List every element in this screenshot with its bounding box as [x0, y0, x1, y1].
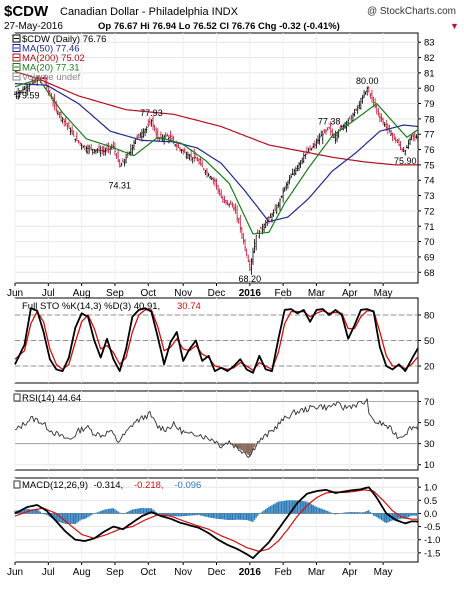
legend-entry: MA(200) 75.02: [22, 53, 85, 64]
x-tick-label: Sep: [106, 288, 124, 299]
macd-signal-line: [14, 489, 418, 553]
y-tick-label: 78: [424, 114, 435, 125]
legend-entry: Full STO %K(14,3) %D(3) 40.91,: [22, 301, 160, 312]
symbol-label: $CDW: [4, 3, 49, 20]
y-tick-label: 1.0: [424, 483, 437, 494]
stockcharts-watermark: @ StockCharts.com: [367, 6, 456, 17]
x-tick-label: May: [374, 567, 393, 578]
y-tick-label: -1.5: [424, 548, 440, 559]
legend-entry: 30.74: [177, 301, 201, 312]
ma20-line: [14, 78, 419, 235]
rsi-panel: 10 30 50 70 RSI(14) 44.64: [13, 390, 435, 471]
x-tick-label: Apr: [342, 567, 358, 578]
ma200-line: [14, 70, 418, 166]
x-tick-label: 2016: [239, 288, 262, 299]
legend-entry: MA(20) 77.31: [22, 63, 80, 74]
y-tick-label: 82: [424, 53, 435, 64]
x-tick-label: Apr: [342, 288, 358, 299]
x-tick-label: Mar: [308, 567, 326, 578]
x-tick-label: Nov: [174, 288, 192, 299]
legend-entry: RSI(14) 44.64: [22, 393, 81, 404]
y-tick-label: -1.0: [424, 535, 440, 546]
x-tick-label: Oct: [140, 567, 156, 578]
legend-entry: -0.218,: [134, 480, 164, 491]
y-tick-label: 75: [424, 160, 435, 171]
x-tick-label: Dec: [208, 567, 226, 578]
legend-entry: -0.314,: [94, 480, 124, 491]
legend-entry: MA(50) 77.46: [22, 44, 80, 55]
price-annotation: 79.59: [17, 91, 40, 101]
macd-panel: -1.5 -1.0 -0.5 0.0 0.5 1.0 MACD(12,26,9) -0.314…: [7, 477, 440, 578]
ohlc-readout: Op 76.67 Hi 76.94 Lo 76.52 Cl 76.76 Chg …: [98, 21, 340, 32]
price-annotation: 75.90: [394, 156, 417, 166]
y-tick-label: 71: [424, 222, 435, 233]
macd-legend-swatch: [13, 480, 21, 489]
y-tick-label: 10: [424, 460, 435, 471]
sto-d-line: [14, 309, 419, 371]
y-tick-label: 80: [424, 311, 435, 322]
stochastic-panel: 20 50 80 Full STO %K(14,3) %D(3) 40.91, 30.7…: [14, 297, 435, 384]
chart-date: 27-May-2016: [4, 21, 63, 32]
ma50-line: [14, 83, 419, 223]
y-tick-label: 72: [424, 206, 435, 217]
y-tick-label: 77: [424, 130, 435, 141]
y-tick-label: 80: [424, 84, 435, 95]
x-tick-label: Mar: [308, 288, 326, 299]
price-annotation: 80.00: [356, 76, 379, 86]
rsi-legend-swatch: [13, 393, 21, 402]
y-tick-label: 79: [424, 99, 435, 110]
y-tick-label: 68: [424, 268, 435, 279]
x-tick-label: Dec: [208, 288, 226, 299]
y-tick-label: 69: [424, 252, 435, 263]
x-tick-label: Feb: [275, 288, 293, 299]
legend-entry: Volume undef: [22, 72, 80, 83]
security-name: Canadian Dollar - Philadelphia INDX: [60, 6, 239, 18]
y-tick-label: 30: [424, 439, 435, 450]
y-tick-label: 70: [424, 237, 435, 248]
price-annotation: 77.93: [140, 108, 163, 118]
x-tick-label: Sep: [106, 567, 124, 578]
price-annotation: 68.20: [239, 274, 262, 284]
y-tick-label: 81: [424, 68, 435, 79]
x-tick-label: Nov: [174, 567, 192, 578]
price-annotation: 74.31: [108, 180, 131, 190]
y-tick-label: 20: [424, 362, 435, 373]
macd-line: [14, 486, 419, 559]
x-tick-label: Aug: [73, 567, 91, 578]
x-tick-label: Jun: [7, 567, 23, 578]
y-tick-label: 76: [424, 145, 435, 156]
x-tick-label: Oct: [140, 288, 156, 299]
legend-entry: -0.096: [174, 480, 201, 491]
y-tick-label: 83: [424, 38, 435, 49]
price-panel: 68 69 70 71 72 73 74 75 76 77 78 79 80 81 82 83 79.59 77.…: [7, 32, 435, 299]
x-tick-label: 2016: [239, 567, 262, 578]
change-down-arrow-icon: ▼: [450, 21, 459, 31]
sto-k-line: [14, 307, 419, 374]
x-tick-label: Feb: [275, 567, 293, 578]
rsi-line: [14, 398, 419, 458]
x-tick-label: Jun: [7, 288, 23, 299]
y-tick-label: 74: [424, 176, 435, 187]
y-tick-label: 73: [424, 191, 435, 202]
price-annotation: 77.38: [318, 116, 341, 126]
y-tick-label: 50: [424, 418, 435, 429]
x-tick-label: Jul: [42, 567, 55, 578]
x-tick-label: Jul: [42, 288, 55, 299]
y-tick-label: 50: [424, 336, 435, 347]
y-tick-label: 0.5: [424, 496, 437, 507]
x-tick-label: Aug: [73, 288, 91, 299]
legend-entry: $CDW (Daily) 76.76: [22, 34, 106, 45]
legend-entry: MACD(12,26,9): [22, 480, 88, 491]
y-tick-label: 0.0: [424, 509, 437, 520]
x-tick-label: May: [374, 288, 393, 299]
y-tick-label: -0.5: [424, 522, 440, 533]
y-tick-label: 70: [424, 397, 435, 408]
